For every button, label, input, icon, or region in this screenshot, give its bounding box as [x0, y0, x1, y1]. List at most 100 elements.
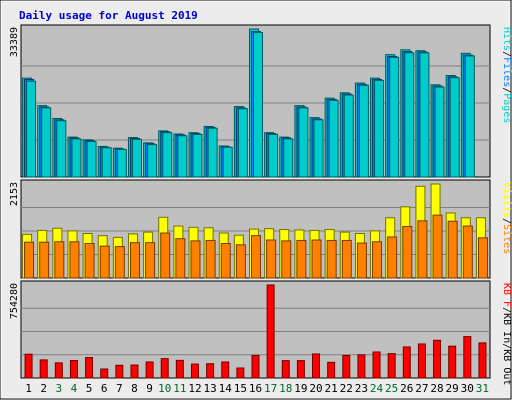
bar-kb-f: [251, 354, 260, 379]
bar-kb-f: [115, 364, 124, 379]
series-label-separator: /: [501, 343, 512, 349]
series-label: KB F: [501, 283, 512, 307]
bar-kb-f: [39, 359, 48, 379]
bar-kb-f: [145, 361, 154, 379]
bar-pages: [207, 127, 218, 178]
bar-sites: [462, 225, 473, 279]
bar-sites: [266, 239, 277, 279]
x-tick-label: 25: [385, 382, 398, 395]
bar-pages: [162, 132, 173, 178]
bar-kb-f: [54, 362, 63, 379]
series-label: KB In: [501, 313, 512, 343]
x-tick-label: 30: [461, 382, 474, 395]
bar-sites: [477, 237, 488, 279]
series-label-separator: /: [501, 218, 512, 224]
bar-pages: [86, 141, 97, 178]
x-tick-label: 18: [279, 382, 292, 395]
x-tick-label: 3: [56, 382, 63, 395]
x-tick-label: 11: [173, 382, 186, 395]
bar-pages: [147, 144, 158, 178]
x-axis-labels: 1 2 3 4 5 6 7 8 9 10 11 12 13 14 15 16 17 18 19 20 21 22 23 24 2…: [25, 382, 489, 395]
bar-kb-f: [24, 353, 33, 379]
bar-kb-f: [342, 354, 351, 379]
x-tick-label: 2: [40, 382, 47, 395]
bar-sites: [160, 232, 171, 279]
bar-pages: [41, 107, 52, 178]
bar-pages: [434, 86, 445, 178]
bar-pages: [192, 133, 203, 178]
x-tick-label: 7: [116, 382, 123, 395]
bar-pages: [116, 149, 127, 178]
bar-kb-f: [160, 358, 169, 379]
bar-pages: [101, 147, 112, 178]
bar-sites: [190, 240, 201, 279]
x-tick-label: 9: [146, 382, 153, 395]
x-tick-label: 1: [25, 382, 32, 395]
x-tick-label: 13: [203, 382, 216, 395]
x-tick-label: 22: [340, 382, 353, 395]
panel-requests: 33389 Hits/Files/Pages: [9, 24, 512, 178]
bar-pages: [222, 146, 233, 178]
bar-pages: [283, 138, 294, 178]
bar-sites: [99, 245, 110, 279]
bar-sites: [129, 242, 140, 279]
bar-kb-f: [130, 364, 139, 379]
bar-kb-f: [312, 353, 321, 379]
bar-kb-f: [236, 367, 245, 379]
bar-kb-f: [100, 368, 109, 379]
panel-visitors: 2153 Visits/Sites: [9, 179, 512, 279]
bar-pages: [56, 120, 67, 178]
bar-kb-f: [281, 360, 290, 379]
bar-kb-f: [266, 284, 275, 379]
x-tick-label: 20: [309, 382, 322, 395]
bar-kb-f: [433, 339, 442, 379]
bar-sites: [432, 214, 443, 279]
bar-kb-f: [478, 342, 487, 379]
bar-pages: [298, 107, 309, 178]
bar-pages: [268, 133, 279, 178]
bar-pages: [404, 52, 415, 178]
bar-sites: [311, 239, 322, 279]
bar-sites: [402, 225, 413, 279]
bar-sites: [417, 220, 428, 279]
bar-pages: [131, 138, 142, 178]
x-tick-label: 29: [446, 382, 459, 395]
series-label: Files: [501, 57, 512, 87]
series-label: Hits: [501, 27, 512, 51]
bar-pages: [71, 138, 82, 178]
bar-sites: [24, 241, 35, 279]
bar-kb-f: [402, 346, 411, 379]
bar-sites: [39, 241, 50, 279]
bar-sites: [84, 243, 95, 279]
bar-pages: [389, 56, 400, 178]
bar-pages: [374, 79, 385, 178]
x-tick-label: 19: [294, 382, 307, 395]
bar-pages: [253, 31, 263, 178]
bar-kb-f: [417, 343, 426, 379]
bar-pages: [328, 99, 339, 178]
bar-sites: [296, 239, 307, 279]
panel-kbytes: 754280 KB F/KB In/KB Out: [9, 280, 512, 385]
bar-sites: [447, 220, 458, 279]
bar-pages: [343, 94, 354, 178]
y-max-label: 33389: [9, 27, 20, 57]
bar-sites: [114, 246, 125, 279]
bar-kb-f: [190, 363, 199, 379]
x-tick-label: 6: [101, 382, 108, 395]
x-tick-label: 5: [86, 382, 93, 395]
series-label: Pages: [501, 93, 512, 123]
x-tick-label: 16: [249, 382, 262, 395]
series-label: Visits: [501, 182, 512, 218]
bar-sites: [220, 243, 231, 279]
x-tick-label: 21: [325, 382, 338, 395]
bar-sites: [356, 242, 367, 279]
x-tick-label: 23: [355, 382, 368, 395]
x-tick-label: 24: [370, 382, 384, 395]
x-tick-label: 15: [234, 382, 247, 395]
bar-pages: [464, 55, 475, 178]
bar-pages: [237, 108, 248, 178]
bar-kb-f: [69, 359, 78, 379]
chart-title: Daily usage for August 2019: [19, 9, 198, 22]
x-tick-label: 14: [219, 382, 233, 395]
